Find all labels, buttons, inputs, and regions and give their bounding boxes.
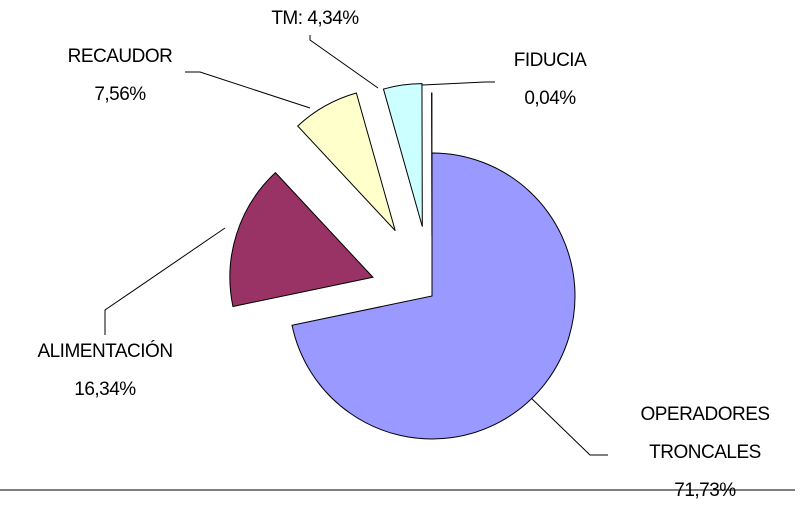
category-label: RECAUDOR <box>40 38 200 76</box>
value-label: 71,73% <box>615 472 795 510</box>
leader-line <box>105 228 225 335</box>
pie-slice <box>298 93 395 231</box>
value-label: 7,56% <box>40 76 200 114</box>
value-label: 4,34% <box>307 8 358 29</box>
leader-line <box>310 35 378 88</box>
category-label: TM <box>271 8 297 29</box>
value-label: 16,34% <box>10 371 200 409</box>
pie-slice <box>292 153 575 439</box>
pie-slice <box>230 173 373 307</box>
category-label: FIDUCIA <box>470 42 630 80</box>
leader-line <box>528 395 608 455</box>
leader-line <box>185 72 310 108</box>
data-label: TM: 4,34% <box>215 0 415 38</box>
value-label: 0,04% <box>470 80 630 118</box>
category-label: OPERADORES TRONCALES <box>615 396 795 472</box>
pie-slice <box>383 84 422 227</box>
category-label: ALIMENTACIÓN <box>10 333 200 371</box>
